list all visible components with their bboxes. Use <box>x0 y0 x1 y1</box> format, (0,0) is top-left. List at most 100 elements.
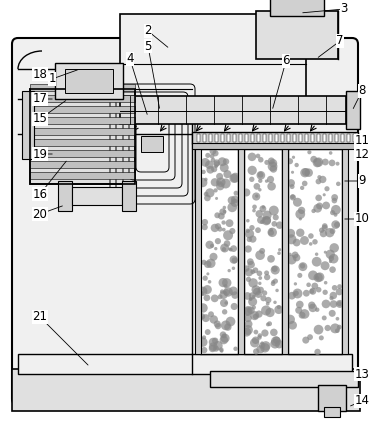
Circle shape <box>220 349 224 353</box>
Circle shape <box>313 158 322 167</box>
Circle shape <box>221 178 231 188</box>
Bar <box>203 134 206 142</box>
Bar <box>342 149 348 354</box>
Bar <box>192 143 358 149</box>
Text: 8: 8 <box>358 85 366 97</box>
Circle shape <box>322 225 328 231</box>
Bar <box>30 89 135 184</box>
Circle shape <box>248 261 255 269</box>
Circle shape <box>206 166 214 174</box>
Circle shape <box>246 219 249 223</box>
Circle shape <box>271 281 275 286</box>
Circle shape <box>255 251 265 260</box>
Bar <box>18 354 352 374</box>
Circle shape <box>317 175 322 179</box>
Circle shape <box>220 331 226 338</box>
Bar <box>239 134 242 142</box>
Circle shape <box>268 230 274 236</box>
Circle shape <box>315 349 321 355</box>
Circle shape <box>261 329 269 337</box>
Circle shape <box>249 297 252 301</box>
Circle shape <box>265 308 275 317</box>
Circle shape <box>258 188 261 191</box>
Circle shape <box>269 228 273 232</box>
Circle shape <box>316 178 321 184</box>
Circle shape <box>258 281 261 285</box>
Circle shape <box>270 165 277 173</box>
Bar <box>30 139 135 146</box>
Circle shape <box>202 314 210 322</box>
Circle shape <box>224 323 232 331</box>
Circle shape <box>220 290 224 294</box>
Circle shape <box>274 305 283 314</box>
Circle shape <box>260 295 267 301</box>
Circle shape <box>258 333 262 338</box>
Circle shape <box>265 179 268 183</box>
Circle shape <box>300 263 305 269</box>
Bar <box>335 134 338 142</box>
Circle shape <box>205 153 210 158</box>
Circle shape <box>258 172 264 178</box>
Circle shape <box>275 340 283 348</box>
Text: 2: 2 <box>144 24 152 37</box>
Circle shape <box>322 290 328 295</box>
Circle shape <box>204 195 211 201</box>
Circle shape <box>247 306 255 314</box>
Bar <box>55 63 123 99</box>
Circle shape <box>214 161 220 167</box>
Circle shape <box>198 303 208 313</box>
Circle shape <box>266 302 270 305</box>
Circle shape <box>322 223 328 229</box>
Circle shape <box>304 169 313 177</box>
Circle shape <box>223 158 229 165</box>
Circle shape <box>205 160 214 169</box>
Text: 4: 4 <box>126 52 134 66</box>
Circle shape <box>322 159 329 166</box>
Circle shape <box>298 207 305 214</box>
Text: 14: 14 <box>355 395 370 408</box>
Text: 1: 1 <box>48 73 56 85</box>
Circle shape <box>294 290 299 296</box>
Circle shape <box>211 166 217 172</box>
Circle shape <box>329 243 339 253</box>
Circle shape <box>294 282 297 286</box>
Circle shape <box>297 273 302 278</box>
Circle shape <box>267 321 272 326</box>
Circle shape <box>248 297 257 306</box>
Bar <box>30 89 135 184</box>
Bar <box>346 91 360 129</box>
Bar <box>293 134 296 142</box>
Circle shape <box>224 240 230 247</box>
Bar <box>251 134 254 142</box>
Circle shape <box>212 150 218 156</box>
Circle shape <box>223 210 226 214</box>
Circle shape <box>230 245 237 252</box>
Circle shape <box>253 288 261 296</box>
Circle shape <box>314 325 324 335</box>
Circle shape <box>214 188 218 193</box>
Circle shape <box>331 220 340 229</box>
Text: 18: 18 <box>33 67 47 81</box>
Circle shape <box>214 320 221 327</box>
Text: 16: 16 <box>33 187 47 200</box>
Circle shape <box>230 173 240 183</box>
Circle shape <box>315 195 322 201</box>
Circle shape <box>209 253 218 261</box>
Text: 13: 13 <box>355 368 370 381</box>
Circle shape <box>211 178 219 187</box>
Circle shape <box>287 158 293 164</box>
Circle shape <box>211 224 219 232</box>
Bar <box>221 134 224 142</box>
Circle shape <box>245 268 253 276</box>
Circle shape <box>302 181 307 186</box>
Circle shape <box>229 228 235 234</box>
Circle shape <box>223 206 226 209</box>
Circle shape <box>320 230 327 237</box>
Circle shape <box>262 216 271 225</box>
Circle shape <box>288 321 297 329</box>
Circle shape <box>286 229 295 238</box>
Circle shape <box>289 184 295 189</box>
Circle shape <box>198 287 208 296</box>
Circle shape <box>226 219 233 227</box>
Circle shape <box>246 229 250 233</box>
